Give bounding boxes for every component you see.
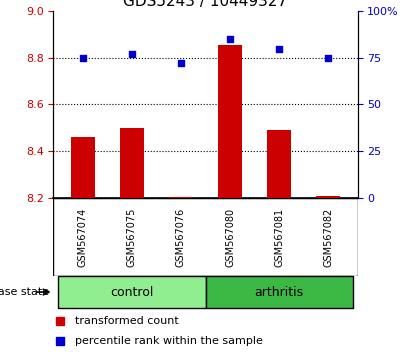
Text: control: control: [110, 286, 154, 298]
Text: arthritis: arthritis: [254, 286, 304, 298]
Point: [227, 36, 233, 41]
Point: [129, 51, 135, 57]
Text: disease state: disease state: [0, 287, 49, 297]
Text: percentile rank within the sample: percentile rank within the sample: [75, 336, 263, 346]
Text: transformed count: transformed count: [75, 316, 178, 326]
Bar: [169, 197, 193, 198]
Bar: [316, 196, 340, 198]
Point: [178, 60, 184, 65]
Point: [276, 46, 282, 52]
Bar: [267, 130, 291, 198]
Bar: [71, 137, 95, 198]
Bar: [58, 276, 206, 308]
Text: GSM567074: GSM567074: [78, 207, 88, 267]
Text: GSM567080: GSM567080: [225, 207, 235, 267]
Text: GSM567075: GSM567075: [127, 207, 137, 267]
Title: GDS5243 / 10449327: GDS5243 / 10449327: [123, 0, 288, 10]
Bar: [120, 128, 144, 198]
Point: [80, 55, 86, 60]
Text: GSM567081: GSM567081: [274, 207, 284, 267]
Bar: [218, 45, 242, 198]
Text: GSM567082: GSM567082: [323, 207, 333, 267]
Point: [325, 56, 331, 61]
Bar: [206, 276, 353, 308]
Text: GSM567076: GSM567076: [176, 207, 186, 267]
